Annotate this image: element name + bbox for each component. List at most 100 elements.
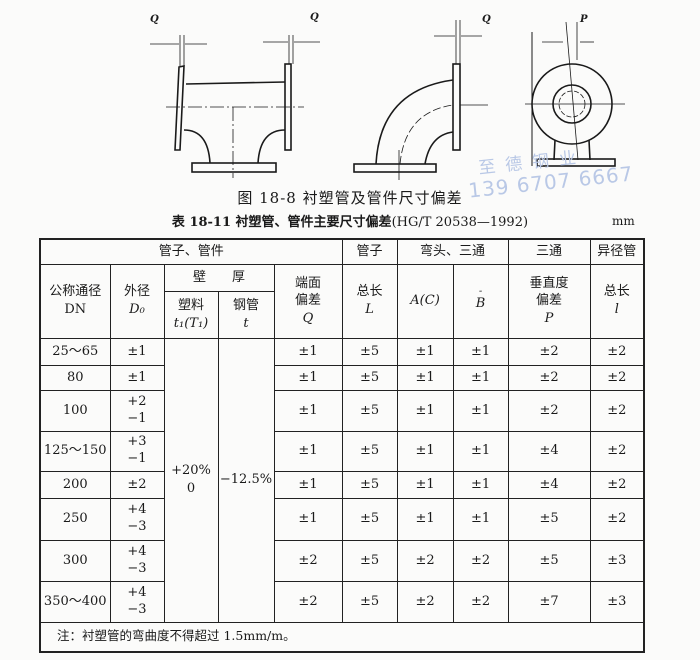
col-wall-thickness: 壁 厚 xyxy=(163,263,275,292)
cell-dn: 25～65 xyxy=(39,337,111,366)
table-row: 350～400 +4 −3 ±2 ±5 ±2 ±2 ±7 ±3 xyxy=(39,580,645,623)
cell-l: ±5 xyxy=(341,470,398,499)
cell-steel-thickness: −12.5% xyxy=(217,337,275,623)
cell-ac: ±1 xyxy=(396,389,454,432)
pipe-fitting-deviation-figure: Q Q Q P xyxy=(150,12,625,180)
table-unit: mm xyxy=(612,214,635,228)
cell-b: ±1 xyxy=(452,430,509,472)
cell-od: ±1 xyxy=(109,364,165,391)
cell-small-l: ±2 xyxy=(589,389,645,432)
table-row: 25～65 ±1 +20% 0 −12.5% ±1 ±5 ±1 ±1 ±2 ±2 xyxy=(39,337,645,623)
cell-dn: 80 xyxy=(39,364,111,391)
cell-q: ±1 xyxy=(273,430,343,472)
cell-dn: 350～400 xyxy=(39,580,111,623)
cell-l: ±5 xyxy=(341,497,398,541)
cell-ac: ±1 xyxy=(396,497,454,541)
od-value: +4 xyxy=(127,502,147,518)
col-p: 垂直度 偏差 P xyxy=(507,263,591,339)
cell-dn: 125～150 xyxy=(39,430,111,472)
cell-q: ±2 xyxy=(273,539,343,582)
header-elbow-tee: 弯头、三通 xyxy=(396,238,509,265)
cell-p: ±4 xyxy=(507,470,591,499)
elbow-drawing xyxy=(353,20,488,180)
cell-l: ±5 xyxy=(341,364,398,391)
cell-small-l: ±2 xyxy=(589,430,645,472)
table-caption-standard: (HG/T 20538—1992) xyxy=(391,215,529,230)
table-caption-title: 表 18-11 衬塑管、管件主要尺寸偏差 xyxy=(171,215,392,230)
table-row: 300 +4 −3 ±2 ±5 ±2 ±2 ±5 ±3 xyxy=(39,539,645,582)
cell-ac: ±1 xyxy=(396,337,454,366)
p-label: P xyxy=(579,14,588,25)
cell-l: ±5 xyxy=(341,337,398,366)
cell-od: +4 −3 xyxy=(109,580,165,623)
col-b: -B xyxy=(452,263,509,339)
cell-q: ±1 xyxy=(273,337,343,366)
deviation-table: 管子、管件 管子 弯头、三通 三通 异径管 公称通径 DN 外径 D₀ 壁 厚 端面… xyxy=(39,238,646,653)
table-row: 125～150 +3 −1 ±1 ±5 ±1 ±1 ±4 ±2 xyxy=(39,430,645,472)
cell-od: ±1 xyxy=(109,337,165,366)
od-value: +4 xyxy=(127,584,147,600)
header-pipes-fittings: 管子、管件 xyxy=(39,238,343,265)
od-value: −1 xyxy=(127,451,147,466)
cell-b: ±1 xyxy=(452,337,509,366)
cell-small-l: ±2 xyxy=(589,337,645,366)
cell-p: ±2 xyxy=(507,337,591,366)
od-value: −1 xyxy=(127,410,147,426)
col-steel: 钢管 t xyxy=(217,290,275,339)
cell-od: ±2 xyxy=(109,470,165,499)
cell-q: ±1 xyxy=(273,470,343,499)
tee-end-view-drawing xyxy=(525,21,625,167)
od-value: ±2 xyxy=(127,476,147,492)
cell-dn: 200 xyxy=(39,470,111,499)
cell-ac: ±1 xyxy=(396,430,454,472)
table-row: 100 +2 −1 ±1 ±5 ±1 ±1 ±2 ±2 xyxy=(39,389,645,432)
cell-l: ±5 xyxy=(341,580,398,623)
cell-od: +4 −3 xyxy=(109,497,165,541)
cell-q: ±1 xyxy=(273,389,343,432)
cell-q: ±2 xyxy=(273,580,343,623)
col-od: 外径 D₀ xyxy=(109,263,165,339)
od-value: −3 xyxy=(127,601,147,617)
q-label-right: Q xyxy=(310,12,319,23)
cell-b: ±2 xyxy=(452,580,509,623)
header-pipe: 管子 xyxy=(341,238,398,265)
cell-ac: ±2 xyxy=(396,539,454,582)
od-value: +4 xyxy=(127,543,147,559)
cell-b: ±1 xyxy=(452,364,509,391)
cell-p: ±5 xyxy=(507,539,591,582)
cell-od: +2 −1 xyxy=(109,389,165,432)
col-l: 总长 L xyxy=(341,263,398,339)
cell-dn: 300 xyxy=(39,539,111,582)
table-note: 注：衬塑管的弯曲度不得超过 1.5mm/m。 xyxy=(39,621,645,652)
table-row: 80 ±1 ±1 ±5 ±1 ±1 ±2 ±2 xyxy=(39,364,645,391)
cell-l: ±5 xyxy=(341,389,398,432)
cell-p: ±2 xyxy=(507,389,591,432)
cell-b: ±1 xyxy=(452,389,509,432)
cell-dn: 100 xyxy=(39,389,111,432)
cell-ac: ±2 xyxy=(396,580,454,623)
cell-small-l: ±2 xyxy=(589,364,645,391)
col-dn: 公称通径 DN xyxy=(39,263,111,339)
cell-dn: 250 xyxy=(39,497,111,541)
header-tee: 三通 xyxy=(507,238,591,265)
cell-b: ±1 xyxy=(452,497,509,541)
cell-od: +4 −3 xyxy=(109,539,165,582)
col-small-l: 总长 l xyxy=(589,263,645,339)
col-q: 端面 偏差 Q xyxy=(273,263,343,339)
sub-header-row: 塑料 t₁(T₁) 钢管 t xyxy=(40,290,644,339)
col-plastic: 塑料 t₁(T₁) xyxy=(163,290,219,339)
cell-b: ±1 xyxy=(452,470,509,499)
od-value: −3 xyxy=(127,560,147,576)
tee-drawing xyxy=(150,35,320,178)
q-label-elbow: Q xyxy=(482,14,491,25)
cell-p: ±7 xyxy=(507,580,591,623)
q-label-left: Q xyxy=(150,14,159,25)
table-row: 200 ±2 ±1 ±5 ±1 ±1 ±4 ±2 xyxy=(39,470,645,499)
note-row: 注：衬塑管的弯曲度不得超过 1.5mm/m。 xyxy=(39,621,645,652)
table-row: 250 +4 −3 ±1 ±5 ±1 ±1 ±5 ±2 xyxy=(39,497,645,541)
cell-plastic-thickness: +20% 0 xyxy=(163,337,219,623)
cell-b: ±2 xyxy=(452,539,509,582)
cell-p: ±5 xyxy=(507,497,591,541)
cell-small-l: ±2 xyxy=(589,470,645,499)
od-value: ±1 xyxy=(127,369,147,385)
